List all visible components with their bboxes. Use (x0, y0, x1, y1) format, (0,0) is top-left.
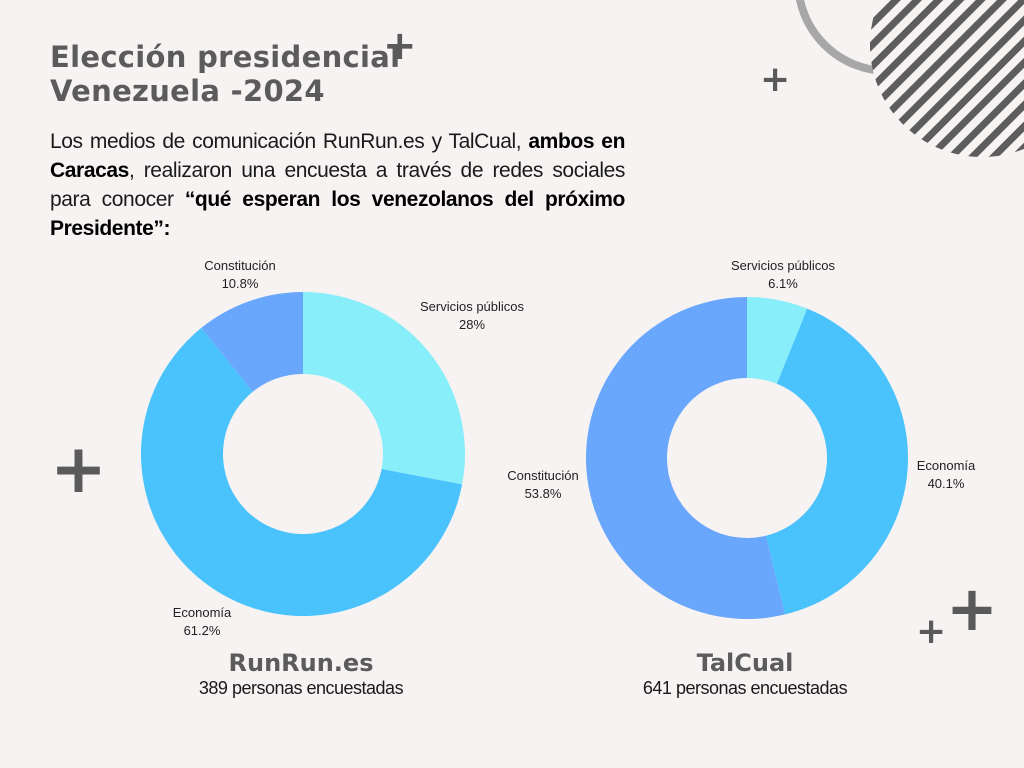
title-line-1: Elección presidencial (50, 40, 401, 74)
slice-label-value: 6.1% (768, 276, 798, 291)
page-title: Elección presidencial Venezuela -2024 (50, 40, 400, 108)
slice-label-value: 28% (458, 317, 486, 332)
talcual-slice-economia (765, 308, 909, 615)
plus-icon: + (50, 430, 107, 509)
runrun-label-economia: Economía 61.2% (122, 604, 282, 640)
slice-label-value: 53.8% (524, 486, 562, 501)
runrun-slice-servicios (303, 292, 465, 485)
intro-paragraph: Los medios de comunicación RunRun.es y T… (50, 127, 625, 243)
slice-label-name: Economía (172, 605, 232, 620)
intro-bold-1: ambos en Caracas (50, 130, 626, 182)
talcual-chart-title: TalCual (696, 649, 794, 677)
runrun-label-constitucion: Constitución 10.8% (160, 257, 320, 293)
talcual-slice-servicios (747, 297, 808, 384)
intro-text-1: Los medios de comunicación RunRun.es y T… (50, 130, 529, 153)
intro-text-2: , realizaron una encuesta a través de re… (50, 159, 625, 211)
slice-label-name: Constitución (204, 258, 276, 273)
slice-label-name: Servicios públicos (730, 258, 836, 273)
runrun-chart-subtitle: 389 personas encuestadas (198, 678, 404, 698)
slice-label-value: 40.1% (927, 476, 965, 491)
talcual-slice-constitucion (586, 297, 786, 619)
intro-bold-2: “qué esperan los venezolanos del próximo… (50, 188, 625, 240)
runrun-label-servicios: Servicios públicos 28% (392, 298, 552, 334)
slice-label-name: Servicios públicos (419, 299, 525, 314)
plus-icon: + (383, 23, 417, 69)
deco-striped-circle (870, 0, 1024, 157)
runrun-slice-economia (140, 327, 463, 616)
plus-icon: + (916, 611, 947, 652)
talcual-chart-subtitle: 641 personas encuestadas (642, 678, 848, 698)
slice-label-value: 10.8% (221, 276, 259, 291)
talcual-label-servicios: Servicios públicos 6.1% (703, 257, 863, 293)
title-line-2: Venezuela -2024 (50, 74, 325, 108)
slice-label-name: Economía (916, 458, 976, 473)
slice-label-name: Constitución (507, 468, 579, 483)
plus-icon: + (946, 572, 998, 645)
runrun-slice-constitucion (201, 292, 303, 392)
slice-label-value: 61.2% (183, 623, 221, 638)
plus-icon: + (760, 59, 791, 100)
runrun-chart-title: RunRun.es (228, 649, 374, 677)
talcual-label-constitucion: Constitución 53.8% (463, 467, 623, 503)
talcual-label-economia: Economía 40.1% (866, 457, 1024, 493)
